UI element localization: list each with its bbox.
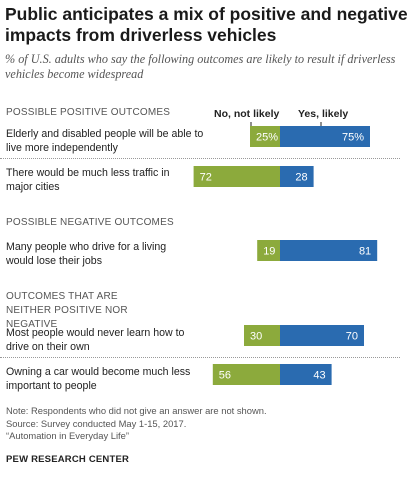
row-label-jobs: Many people who drive for a living would… <box>6 241 167 267</box>
row-label-learn-drive: Most people would never learn how to dri… <box>6 327 185 353</box>
bar-no-independence <box>250 126 280 147</box>
source-org: PEW RESEARCH CENTER <box>6 454 130 465</box>
legend-yes: Yes, likely <box>298 108 349 120</box>
chart-subtitle: % of U.S. adults who say the following o… <box>5 52 396 81</box>
bar-label-yes-independence: 75% <box>342 132 364 144</box>
notes: Note: Respondents who did not give an an… <box>6 405 267 443</box>
section-header-negative: POSSIBLE NEGATIVE OUTCOMES <box>6 217 174 228</box>
legend-no: No, not likely <box>214 108 280 120</box>
bar-yes-car-ownership <box>280 364 332 385</box>
bar-label-no-jobs: 19 <box>263 246 275 258</box>
bar-yes-jobs <box>280 240 378 261</box>
bar-yes-learn-drive <box>280 325 364 346</box>
bar-no-jobs <box>257 240 280 261</box>
bar-label-no-traffic: 72 <box>200 172 212 184</box>
bar-label-yes-learn-drive: 70 <box>346 331 358 343</box>
bar-label-yes-car-ownership: 43 <box>313 370 325 382</box>
divider <box>0 357 400 358</box>
row-label-independence: Elderly and disabled people will be able… <box>6 128 204 154</box>
bar-label-no-learn-drive: 30 <box>250 331 262 343</box>
row-label-traffic: There would be much less traffic in majo… <box>6 167 170 193</box>
bar-label-no-car-ownership: 56 <box>219 370 231 382</box>
bar-no-traffic <box>193 166 280 187</box>
note-line: Note: Respondents who did not give an an… <box>6 405 267 416</box>
bar-no-learn-drive <box>244 325 280 346</box>
bar-yes-independence <box>280 126 370 147</box>
bar-label-no-independence: 25% <box>256 132 278 144</box>
section-header-positive: POSSIBLE POSITIVE OUTCOMES <box>6 107 171 118</box>
chart-title: Public anticipates a mix of positive and… <box>5 4 408 45</box>
bar-label-yes-jobs: 81 <box>359 246 371 258</box>
bar-yes-traffic <box>280 166 314 187</box>
row-label-car-ownership: Owning a car would become much less impo… <box>6 366 191 392</box>
source-line: Source: Survey conducted May 1-15, 2017. <box>6 417 187 429</box>
bar-label-yes-traffic: 28 <box>295 172 307 184</box>
section-header-neither: OUTCOMES THAT ARE NEITHER POSITIVE NOR N… <box>6 291 128 330</box>
bar-no-car-ownership <box>212 364 280 385</box>
divider <box>0 158 400 159</box>
report-title-line: “Automation in Everyday Life” <box>6 430 129 441</box>
